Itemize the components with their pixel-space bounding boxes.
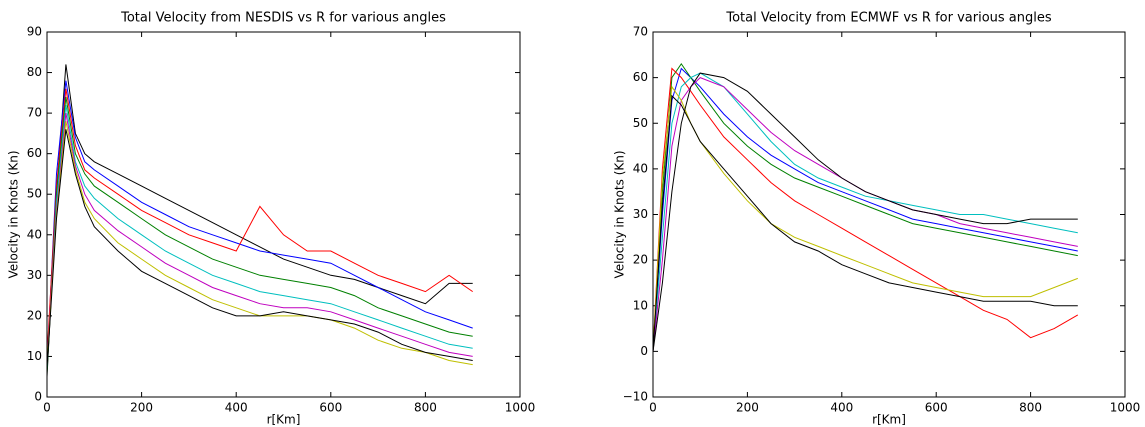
x-tick-label: 800 [1019,401,1042,415]
y-tick-label: 10 [633,298,648,312]
series-line [46,64,473,377]
y-tick-label: 80 [27,65,42,79]
series-line [46,121,473,366]
x-tick-label: 400 [225,401,248,415]
series-line [652,63,1078,352]
y-tick-label: 30 [633,207,648,221]
y-tick-label: 20 [633,253,648,267]
x-tick-label: 400 [830,401,853,415]
series-line [652,94,1078,352]
y-tick-label: 70 [633,25,648,39]
series-line [652,85,1078,352]
x-tick-label: 600 [319,401,342,415]
series-line [652,72,1078,352]
y-tick-label: 50 [27,187,42,201]
y-tick-label: 40 [27,227,42,241]
x-tick-label: 600 [925,401,948,415]
x-tick-label: 1000 [505,401,536,415]
y-tick-label: 60 [27,146,42,160]
y-tick-label: 0 [34,390,42,404]
x-tick-label: 800 [414,401,437,415]
series-line [652,72,1078,352]
chart-title: Total Velocity from ECMWF vs R for vario… [725,11,1052,26]
y-tick-label: 0 [640,344,648,358]
series-line [46,104,473,369]
plot-frame [652,31,1126,398]
y-tick-label: 60 [633,70,648,84]
chart-title: Total Velocity from NESDIS vs R for vari… [120,11,446,26]
y-axis-label: Velocity in Knots (Kn) [613,150,627,278]
y-tick-label: 50 [633,116,648,130]
x-axis-label: r[Km] [267,413,301,427]
series-line [46,80,473,365]
y-tick-label: 40 [633,161,648,175]
x-axis-label: r[Km] [872,413,906,427]
y-axis-label: Velocity in Knots (Kn) [7,150,21,278]
y-tick-label: 70 [27,106,42,120]
y-tick-label: 10 [27,349,42,363]
x-tick-label: 1000 [1110,401,1141,415]
series-line [652,67,1078,352]
series-line [46,88,473,357]
series-line [46,96,473,373]
y-tick-label: 30 [27,268,42,282]
x-tick-label: 200 [130,401,153,415]
series-line [652,77,1078,352]
y-tick-label: 90 [27,25,42,39]
x-tick-label: 0 [43,401,51,415]
y-tick-label: 20 [27,308,42,322]
x-tick-label: 200 [736,401,759,415]
series-line [46,129,473,369]
series-line [652,67,1079,352]
y-tick-label: −10 [623,390,648,404]
plot-frame [46,31,521,398]
x-tick-label: 0 [649,401,657,415]
series-line [46,113,473,361]
